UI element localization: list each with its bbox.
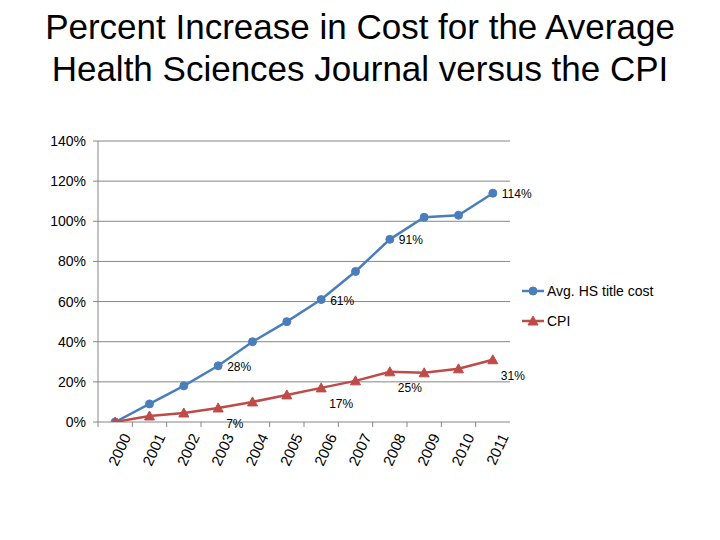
y-tick — [93, 422, 98, 423]
marker-circle — [214, 362, 222, 370]
legend-label: Avg. HS title cost — [547, 283, 653, 299]
data-label: 91% — [399, 233, 423, 247]
marker-triangle — [488, 355, 498, 364]
y-tick-label: 60% — [58, 294, 86, 310]
y-tick — [93, 141, 98, 142]
y-tick — [93, 221, 98, 222]
x-tick-label: 2001 — [139, 431, 169, 468]
data-label: 17% — [329, 397, 353, 411]
x-tick-label: 2011 — [483, 431, 512, 467]
x-tick — [201, 422, 202, 427]
y-tick-label: 0% — [66, 414, 86, 430]
grid-line — [98, 341, 510, 342]
marker-circle — [249, 338, 257, 346]
legend-label: CPI — [547, 313, 570, 329]
grid-line — [98, 381, 510, 382]
x-tick-label: 2002 — [173, 431, 203, 468]
marker-circle — [489, 189, 497, 197]
marker-circle — [146, 400, 154, 408]
x-tick — [441, 422, 442, 427]
data-label: 61% — [330, 294, 354, 308]
marker-triangle — [351, 376, 361, 385]
grid-line — [98, 261, 510, 262]
x-tick-label: 2006 — [311, 431, 341, 468]
marker-triangle — [528, 316, 538, 325]
data-label: 7% — [226, 417, 244, 431]
marker-circle — [420, 213, 428, 221]
x-tick — [338, 422, 339, 427]
chart-root: Percent Increase in Cost for the Average… — [0, 0, 720, 540]
marker-triangle — [385, 367, 395, 376]
series-line — [115, 193, 493, 422]
marker-triangle — [316, 383, 326, 392]
marker-triangle — [419, 368, 429, 377]
y-tick — [93, 381, 98, 382]
y-tick — [93, 301, 98, 302]
marker-circle — [317, 296, 325, 304]
marker-circle — [111, 418, 119, 422]
x-tick-label: 2010 — [448, 431, 478, 468]
marker-circle — [386, 235, 394, 243]
data-label: 28% — [227, 360, 251, 374]
legend: Avg. HS title cost CPI — [522, 283, 653, 329]
y-tick — [93, 261, 98, 262]
y-tick — [93, 181, 98, 182]
x-tick-label: 2007 — [345, 431, 375, 468]
marker-triangle — [145, 411, 155, 420]
x-tick-label: 2004 — [242, 431, 272, 468]
x-tick-label: 2005 — [276, 431, 306, 468]
x-tick — [304, 422, 305, 427]
data-label: 25% — [398, 381, 422, 395]
y-tick-label: 40% — [58, 334, 86, 350]
chart-svg: 0%20%40%60%80%100%120%140%20002001200220… — [0, 0, 720, 540]
x-tick — [269, 422, 270, 427]
data-label: 31% — [501, 369, 525, 383]
x-tick-label: 2000 — [105, 431, 135, 468]
y-tick-label: 140% — [50, 133, 86, 149]
x-tick — [132, 422, 133, 427]
chart-title: Percent Increase in Cost for the Average… — [10, 6, 710, 90]
y-tick-label: 100% — [50, 213, 86, 229]
series-line — [115, 360, 493, 422]
marker-triangle — [248, 397, 258, 406]
x-tick — [98, 422, 99, 427]
grid-line — [98, 181, 510, 182]
x-tick-label: 2003 — [208, 431, 238, 468]
data-labels: 28% 61% 91% 114% 7% 17% 25% 31% — [226, 187, 532, 431]
y-tick-label: 120% — [50, 173, 86, 189]
marker-circle — [180, 382, 188, 390]
y-axis-line — [98, 141, 99, 422]
marker-circle — [529, 287, 537, 295]
marker-triangle — [454, 364, 464, 373]
marker-circle — [455, 211, 463, 219]
marker-triangle — [179, 408, 189, 417]
data-label: 114% — [502, 187, 532, 201]
marker-circle — [283, 318, 291, 326]
grid-line — [98, 141, 510, 142]
grid-line — [98, 221, 510, 222]
y-tick — [93, 341, 98, 342]
y-tick-label: 80% — [58, 253, 86, 269]
x-tick — [475, 422, 476, 427]
marker-circle — [352, 267, 360, 275]
x-tick — [166, 422, 167, 427]
marker-triangle — [110, 417, 120, 422]
x-tick — [372, 422, 373, 427]
marker-triangle — [213, 403, 223, 412]
marker-triangle — [282, 390, 292, 399]
y-tick-label: 20% — [58, 374, 86, 390]
x-tick — [407, 422, 408, 427]
plot-area — [110, 189, 498, 422]
grid-line — [98, 301, 510, 302]
x-tick-label: 2009 — [414, 431, 444, 468]
x-tick-label: 2008 — [379, 431, 409, 468]
